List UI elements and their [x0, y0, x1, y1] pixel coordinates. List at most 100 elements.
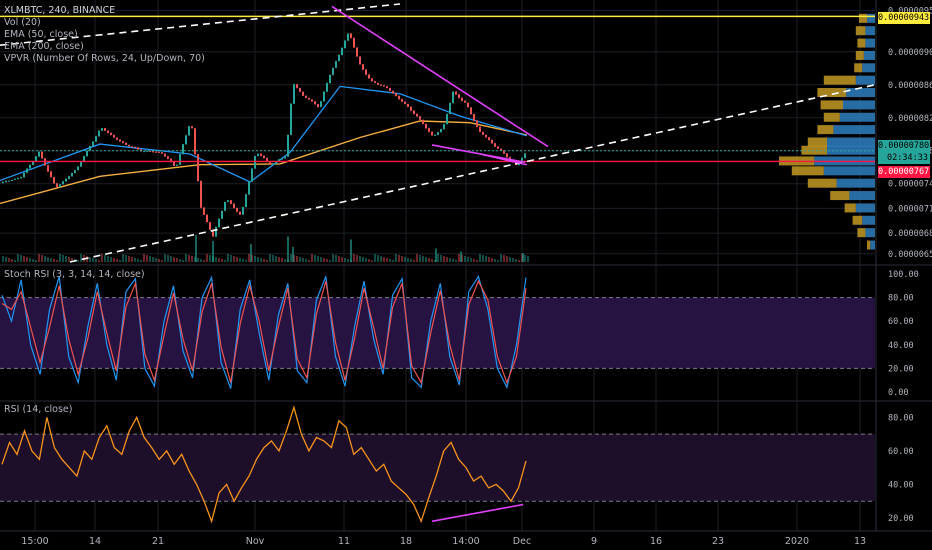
volume-bar	[68, 257, 70, 262]
volume-bar	[32, 259, 34, 262]
candle-body	[329, 74, 331, 84]
volume-bar	[215, 257, 217, 262]
volume-bar	[311, 254, 313, 262]
volume-bar	[44, 256, 46, 262]
candle-body	[119, 139, 121, 142]
volume-bar	[224, 260, 226, 262]
volume-bar	[479, 254, 481, 262]
vpvr-down-bar	[807, 178, 837, 188]
candle-body	[104, 128, 106, 131]
volume-bar	[326, 259, 328, 262]
vpvr-down-bar	[855, 50, 864, 60]
stoch-band	[0, 297, 875, 369]
vpvr-up-bar	[865, 228, 875, 238]
candle-body	[215, 227, 217, 237]
candle-body	[365, 69, 367, 75]
volume-spike	[460, 251, 462, 262]
candle-body	[152, 151, 154, 153]
candle-body	[221, 210, 223, 219]
candle-body	[296, 84, 298, 88]
candle-body	[404, 101, 406, 104]
rsi-y-tick: 80.00	[888, 413, 914, 423]
candle-body	[26, 168, 28, 173]
volume-bar	[80, 254, 82, 262]
volume-bar	[278, 257, 280, 262]
candle-body	[203, 207, 205, 215]
candle-body	[386, 86, 388, 89]
rsi-divergence-trendline	[431, 503, 524, 523]
candle-body	[53, 177, 55, 184]
volume-bar	[416, 254, 418, 262]
volume-bar	[131, 257, 133, 262]
volume-bar	[188, 255, 190, 262]
volume-bar	[221, 259, 223, 262]
candle-body	[59, 184, 61, 187]
candle-body	[197, 154, 199, 182]
candle-body	[410, 106, 412, 111]
volume-bar	[482, 255, 484, 262]
support-price-tag: 0.00000767	[878, 166, 930, 178]
volume-bar	[374, 254, 376, 262]
candle-body	[110, 132, 112, 136]
volume-bar	[359, 256, 361, 262]
volume-bar	[365, 258, 367, 262]
wedge-lower-trendline	[479, 153, 528, 166]
volume-bar	[506, 256, 508, 262]
rsi-line	[1, 405, 527, 524]
candle-body	[74, 170, 76, 173]
volume-bar	[146, 255, 148, 262]
vpvr-up-bar	[867, 13, 875, 23]
candle-body	[158, 151, 160, 153]
candle-body	[77, 166, 79, 171]
candle-body	[488, 137, 490, 140]
volume-bar	[470, 258, 472, 262]
vpvr-up-bar	[865, 26, 875, 36]
volume-bar	[317, 256, 319, 262]
volume-bar	[452, 259, 454, 262]
volume-bar	[242, 259, 244, 262]
candle-body	[521, 157, 523, 162]
vpvr-up-bar	[863, 50, 875, 60]
volume-bar	[137, 259, 139, 262]
vpvr-up-bar	[827, 145, 875, 155]
volume-bar	[50, 258, 52, 262]
vpvr-up-bar	[823, 166, 875, 176]
volume-bar	[356, 255, 358, 262]
vpvr-down-bar	[817, 88, 847, 98]
candle-body	[170, 158, 172, 162]
vpvr-up-bar	[839, 112, 875, 122]
candle-body	[380, 84, 382, 86]
candle-body	[455, 91, 457, 95]
legend-vpvr: VPVR (Number Of Rows, 24, Up/Down, 70)	[4, 53, 205, 64]
volume-bar	[398, 255, 400, 262]
candle-body	[452, 91, 454, 104]
countdown-tag: 02:34:33	[878, 152, 930, 164]
vpvr-down-bar	[857, 38, 866, 48]
candle-body	[92, 141, 94, 146]
volume-bar	[11, 259, 13, 262]
volume-bar	[20, 255, 22, 262]
volume-bar	[428, 258, 430, 262]
volume-bar	[368, 259, 370, 262]
candle-body	[29, 164, 31, 169]
y-tick-label: 0.00000655	[888, 250, 932, 260]
candle-body	[425, 123, 427, 129]
volume-spike	[250, 244, 252, 262]
candle-body	[218, 218, 220, 228]
volume-bar	[362, 257, 364, 262]
stoch-y-tick: 80.00	[888, 294, 914, 304]
vpvr-down-bar	[857, 228, 866, 238]
volume-bar	[296, 256, 298, 262]
x-tick-label: 18	[400, 536, 412, 547]
stoch-y-tick: 0.00	[888, 388, 908, 398]
volume-bar	[236, 257, 238, 262]
volume-bar	[443, 256, 445, 262]
volume-bar	[518, 260, 520, 262]
volume-bar	[248, 254, 250, 262]
candle-body	[41, 151, 43, 159]
volume-bar	[284, 259, 286, 262]
volume-bar	[299, 257, 301, 262]
x-tick-label: Nov	[246, 536, 265, 547]
stoch-y-tick: 60.00	[888, 317, 914, 327]
